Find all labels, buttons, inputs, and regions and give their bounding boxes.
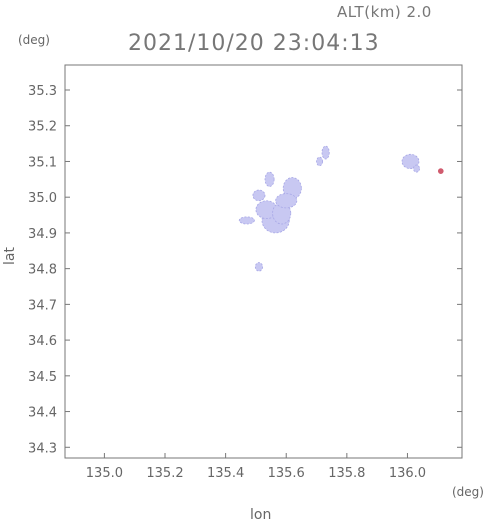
y-tick-label: 35.1 [28, 155, 57, 170]
y-tick-label: 34.8 [28, 263, 57, 278]
x-tick-label: 135.4 [207, 466, 244, 481]
y-tick-label: 34.4 [28, 406, 57, 421]
x-tick-label: 135.2 [146, 466, 183, 481]
weak-echo-cell [413, 164, 420, 173]
y-tick-label: 35.3 [28, 84, 57, 99]
x-unit-label: (deg) [452, 485, 484, 499]
weak-echo-cell [264, 171, 275, 187]
y-tick-label: 34.5 [28, 370, 57, 385]
y-axis-ticks: 34.3 34.4 34.5 34.6 34.7 34.8 34.9 35.0 35.1 35.2… [28, 84, 462, 456]
y-tick-label: 34.3 [28, 441, 57, 456]
weak-echo-cell [401, 153, 420, 170]
y-tick-label: 34.7 [28, 298, 57, 313]
weak-echo-cell [316, 156, 323, 167]
plot-frame [64, 64, 463, 459]
weak-echo-cell [238, 216, 255, 225]
x-tick-label: 135.6 [268, 466, 305, 481]
weak-echo-cell [252, 189, 266, 202]
altitude-label: ALT(km) 2.0 [337, 3, 432, 21]
y-tick-label: 35.0 [28, 191, 57, 206]
timestamp-label: 2021/10/20 23:04:13 [128, 31, 380, 56]
y-tick-label: 34.6 [28, 334, 57, 349]
weak-echo-cell [321, 145, 330, 160]
strong-echo-cell [437, 168, 444, 175]
x-axis-ticks: 135.0 135.2 135.4 135.6 135.8 136.0 [86, 453, 426, 481]
y-axis-title: lat [2, 247, 18, 265]
weak-echo-cell [254, 262, 263, 272]
x-tick-label: 136.0 [389, 466, 426, 481]
y-tick-label: 35.2 [28, 120, 57, 135]
weak-echo-cell [275, 193, 298, 209]
x-axis-title: lon [250, 507, 271, 521]
y-tick-label: 34.9 [28, 227, 57, 242]
echo-layer [238, 145, 444, 272]
x-tick-label: 135.8 [328, 466, 365, 481]
x-tick-label: 135.0 [86, 466, 123, 481]
y-unit-label: (deg) [18, 33, 50, 47]
